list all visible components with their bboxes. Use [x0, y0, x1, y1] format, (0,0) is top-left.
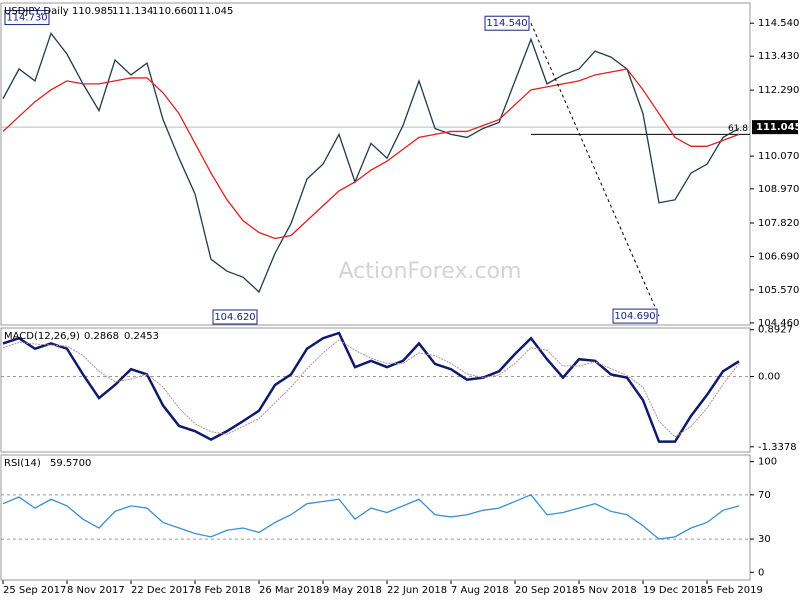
readout: 110.660 — [152, 6, 193, 17]
readout: 59.5700 — [50, 458, 91, 469]
readout: 111.045 — [192, 6, 233, 17]
x-tick-label: 25 Sep 2017 — [3, 585, 66, 596]
x-tick-label: 26 Mar 2018 — [259, 585, 322, 596]
trend-line — [530, 23, 660, 317]
y-tick-label: 70 — [758, 490, 771, 501]
y-tick-label: 108.970 — [758, 184, 799, 195]
y-tick-label: 105.570 — [758, 285, 799, 296]
y-tick-label: 0.8927 — [758, 325, 793, 336]
watermark: ActionForex.com — [339, 259, 522, 284]
y-tick-label: 113.430 — [758, 51, 799, 62]
x-tick-label: 8 Nov 2017 — [67, 585, 125, 596]
x-tick-label: 5 Feb 2019 — [707, 585, 763, 596]
y-tick-label: 0.00 — [758, 372, 780, 383]
x-tick-label: 19 Dec 2018 — [643, 585, 707, 596]
panel-title: USDJPY,Daily — [4, 6, 69, 17]
y-tick-label: 110.070 — [758, 151, 799, 162]
price-label-box — [484, 15, 530, 31]
readout: 0.2868 — [84, 331, 119, 342]
series-line — [2, 494, 740, 540]
price-label: 114.540 — [486, 18, 527, 29]
panel-title: RSI(14) — [4, 458, 41, 469]
x-tick-label: 7 Aug 2018 — [451, 585, 509, 596]
x-tick-label: 20 Sep 2018 — [515, 585, 578, 596]
last-price-label: 111.045 — [756, 122, 800, 133]
y-tick-label: 0 — [758, 567, 764, 578]
y-tick-label: 107.820 — [758, 218, 799, 229]
y-tick-label: 30 — [758, 534, 771, 545]
series-line — [2, 339, 740, 438]
x-tick-label: 5 Nov 2018 — [579, 585, 637, 596]
readout: 111.134 — [112, 6, 153, 17]
y-tick-label: 106.690 — [758, 252, 799, 263]
y-tick-label: 104.460 — [758, 318, 799, 329]
x-tick-label: 22 Jun 2018 — [387, 585, 447, 596]
readout: 0.2453 — [124, 331, 159, 342]
price-label: 104.690 — [614, 311, 655, 322]
series-line — [2, 31, 740, 294]
readout: 110.985 — [72, 6, 113, 17]
panel-title: MACD(12,26,9) — [4, 331, 80, 342]
last-price-box — [752, 120, 798, 135]
x-tick-label: 9 May 2018 — [323, 585, 382, 596]
price-label-box — [212, 309, 258, 325]
panel-frame — [0, 2, 751, 326]
price-label: 114.730 — [6, 13, 47, 24]
y-tick-label: 114.540 — [758, 18, 799, 29]
y-tick-label: -1.3378 — [758, 442, 797, 453]
y-tick-label: 112.290 — [758, 85, 799, 96]
series-line — [2, 331, 740, 443]
series-line — [2, 68, 740, 240]
price-label-box — [612, 308, 658, 324]
y-tick-label: 100 — [758, 457, 777, 468]
panel-frame — [0, 454, 751, 581]
price-label-box — [4, 10, 50, 26]
x-tick-label: 8 Feb 2018 — [195, 585, 251, 596]
price-label: 104.620 — [214, 312, 255, 323]
x-tick-label: 22 Dec 2017 — [131, 585, 195, 596]
panel-frame — [0, 327, 751, 453]
